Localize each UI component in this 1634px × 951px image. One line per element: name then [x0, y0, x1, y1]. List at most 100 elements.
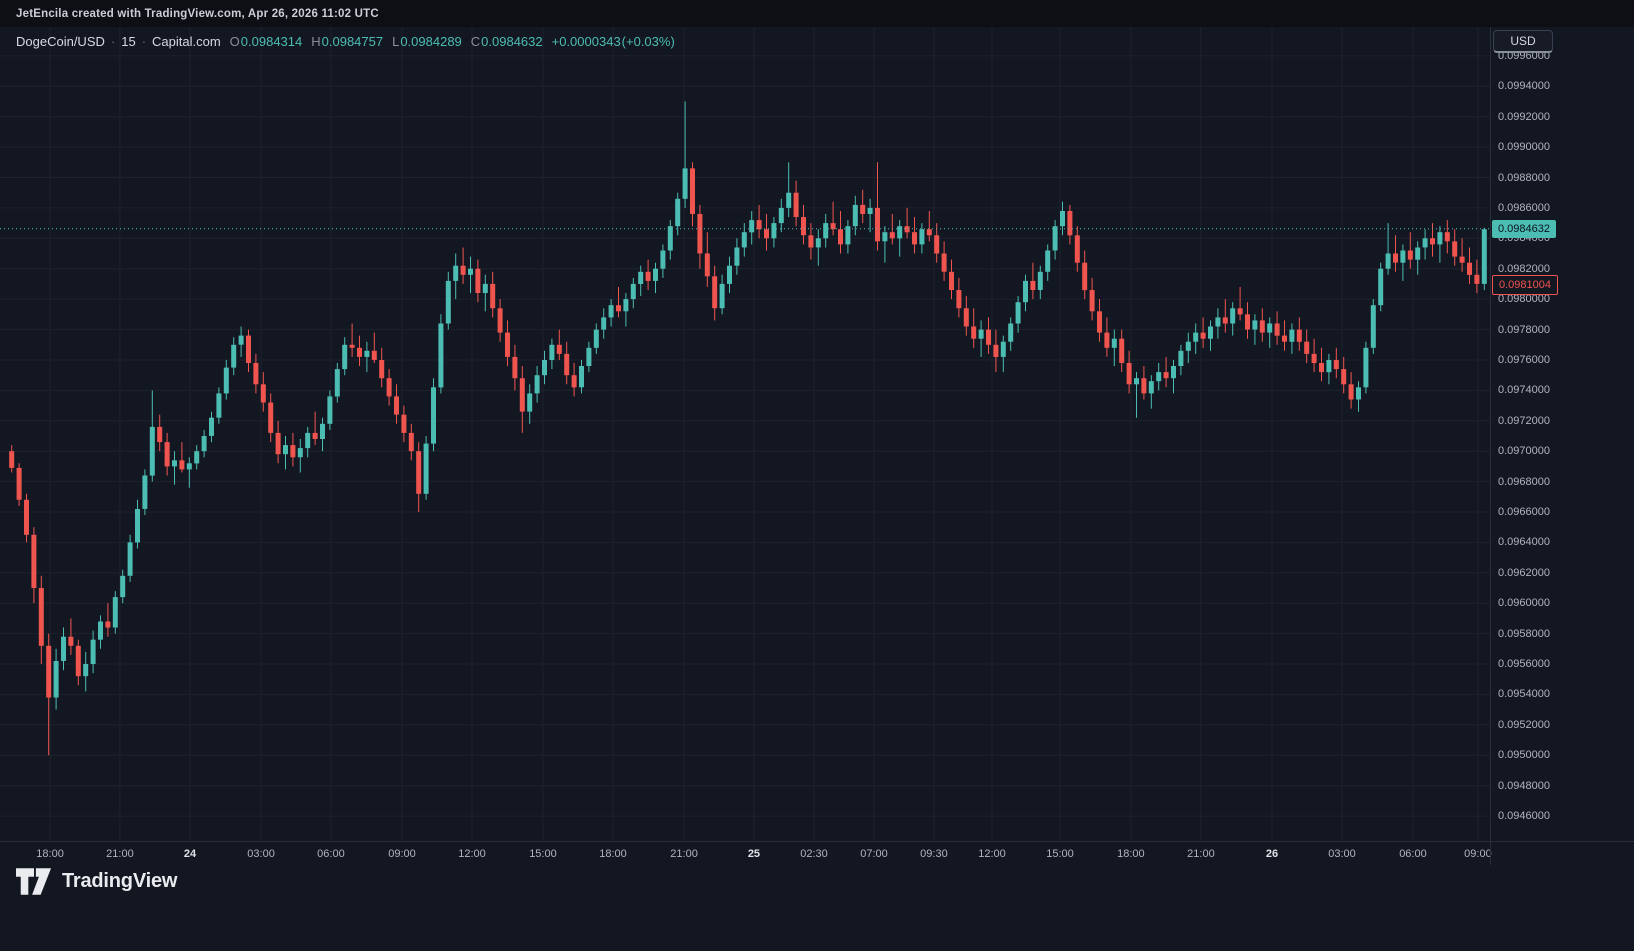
candle-down — [875, 162, 880, 251]
candle-up — [630, 277, 636, 309]
candle-down — [105, 603, 111, 637]
candle-up — [468, 256, 473, 294]
candle-up — [53, 648, 59, 710]
candle-down — [1311, 338, 1317, 373]
time-tick-label: 18:00 — [599, 848, 627, 860]
change-value: +0.0000343 — [551, 34, 621, 49]
symbol-name[interactable]: DogeCoin/USD — [16, 34, 105, 49]
candle-up — [327, 390, 333, 430]
candle-down — [1407, 232, 1413, 269]
candle-up — [61, 627, 66, 671]
candle-down — [519, 366, 525, 433]
candle-up — [142, 469, 148, 515]
candle-up — [1052, 220, 1058, 260]
candle-up — [172, 451, 177, 485]
candle-down — [1082, 250, 1088, 300]
candle-down — [401, 405, 407, 443]
candle-down — [490, 271, 496, 318]
candle-up — [1363, 341, 1369, 394]
candle-up — [1000, 335, 1006, 373]
candle-up — [667, 220, 673, 260]
candle-up — [1045, 244, 1051, 281]
candle-down — [46, 633, 52, 756]
candle-up — [83, 651, 89, 692]
exchange-label[interactable]: Capital.com — [152, 34, 221, 49]
candle-up — [527, 384, 533, 424]
candle-up — [845, 220, 851, 254]
candle-up — [882, 226, 888, 263]
candlestick-canvas[interactable] — [0, 27, 1490, 841]
candle-down — [1282, 320, 1287, 351]
interval-label[interactable]: 15 — [121, 34, 136, 49]
candle-down — [68, 618, 74, 655]
candle-up — [364, 341, 370, 373]
candle-up — [334, 363, 340, 403]
candle-up — [320, 417, 325, 452]
candle-up — [653, 262, 658, 294]
candle-down — [956, 277, 962, 318]
candle-down — [164, 432, 170, 476]
tradingview-logo-icon — [16, 868, 52, 895]
candle-up — [209, 411, 214, 443]
price-tick-label: 0.0948000 — [1498, 779, 1550, 792]
candle-up — [120, 569, 126, 604]
candle-down — [408, 423, 414, 461]
candle-down — [1467, 247, 1472, 284]
low-value: 0.0984289 — [400, 34, 462, 49]
chart-pane[interactable]: DogeCoin/USD · 15 · Capital.com O0.0984314 H0.… — [0, 27, 1490, 841]
candle-up — [90, 630, 96, 674]
candle-up — [1111, 329, 1117, 366]
candle-up — [112, 591, 118, 634]
time-tick-label: 24 — [183, 848, 197, 860]
candle-up — [1415, 241, 1421, 275]
candle-up — [1008, 317, 1014, 351]
candle-up — [1156, 363, 1162, 391]
tradingview-wordmark: TradingView — [62, 870, 178, 892]
candle-down — [275, 420, 281, 464]
candle-down — [1296, 317, 1302, 351]
currency-toggle-button[interactable]: USD — [1493, 30, 1553, 53]
candle-up — [897, 220, 903, 257]
candle-down — [253, 353, 259, 394]
tradingview-logo-link[interactable]: TradingView — [16, 868, 177, 895]
price-tick-label: 0.0968000 — [1498, 475, 1550, 488]
candle-down — [512, 344, 518, 391]
price-tick-label: 0.0964000 — [1498, 536, 1550, 549]
candle-down — [690, 162, 695, 227]
time-scale[interactable]: 18:00 21:00 24 03:00 06:00 09:00 12:00 15:00 18:… — [0, 841, 1634, 865]
open-label: O — [229, 34, 240, 49]
candle-down — [1237, 287, 1243, 321]
candle-up — [1148, 375, 1154, 409]
candle-down — [505, 320, 510, 366]
candle-up — [445, 271, 451, 330]
candle-down — [1163, 356, 1169, 388]
candle-up — [727, 256, 732, 294]
candle-down — [1304, 329, 1310, 363]
candle-up — [549, 338, 555, 370]
candle-up — [297, 439, 303, 473]
candle-down — [260, 372, 266, 412]
price-tick-label: 0.0974000 — [1498, 384, 1550, 397]
candle-up — [741, 223, 747, 257]
candle-up — [601, 308, 607, 339]
candle-up — [823, 214, 829, 248]
time-tick-label: 21:00 — [1187, 848, 1215, 860]
time-tick-label: 03:00 — [1328, 848, 1356, 860]
candle-up — [1356, 381, 1361, 412]
candle-up — [1437, 226, 1443, 263]
time-tick-label: 12:00 — [458, 848, 486, 860]
candle-up — [542, 350, 547, 385]
candle-up — [778, 198, 784, 233]
candle-down — [386, 369, 392, 406]
candle-up — [1171, 360, 1176, 394]
candle-up — [534, 366, 540, 403]
time-tick-label: 18:00 — [36, 848, 64, 860]
candle-up — [586, 341, 592, 373]
candle-up — [1023, 274, 1028, 312]
candle-down — [1333, 347, 1339, 379]
candle-down — [934, 223, 940, 263]
candle-up — [223, 360, 229, 400]
price-scale[interactable]: USD 0.0984632 0.0981004 0.0996000 0.09940… — [1490, 27, 1634, 841]
candle-up — [1185, 332, 1191, 363]
time-tick-label: 06:00 — [1399, 848, 1427, 860]
